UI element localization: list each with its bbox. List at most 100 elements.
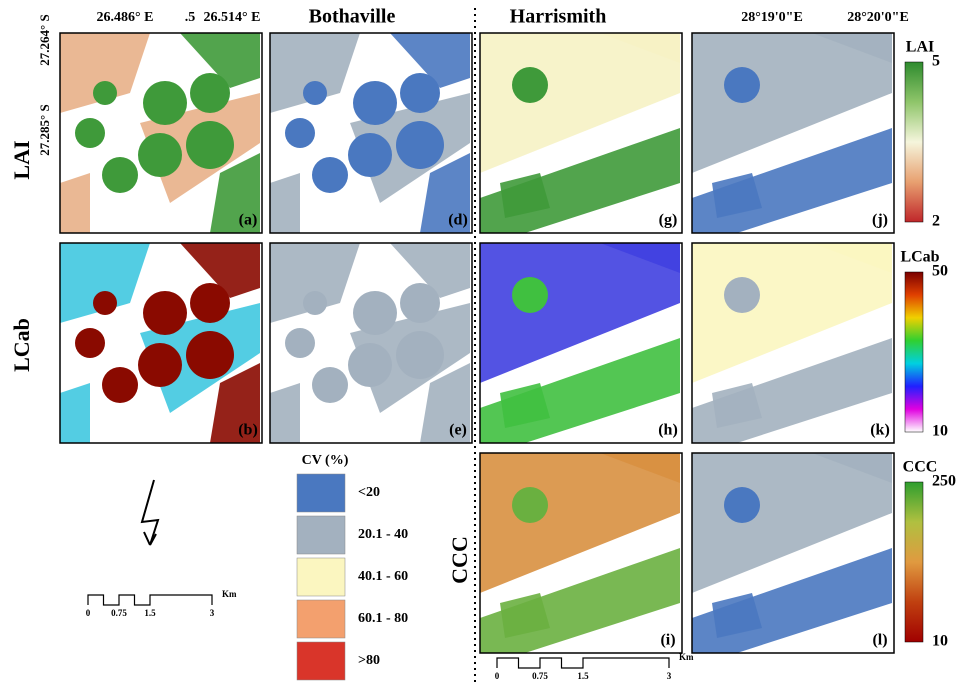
lon-label: 28°19'0"E bbox=[741, 10, 803, 25]
legend-swatch bbox=[297, 558, 345, 596]
map-panel: (l) bbox=[692, 453, 894, 653]
legend-swatch bbox=[297, 642, 345, 680]
pivot-field bbox=[143, 291, 187, 335]
panel-label: (e) bbox=[449, 422, 467, 439]
lon-label: 26.486° E bbox=[97, 10, 154, 25]
colorbar-max: 250 bbox=[932, 473, 956, 490]
panel-label: (i) bbox=[660, 632, 675, 649]
panel-label: (b) bbox=[238, 422, 258, 439]
site-label: Bothaville bbox=[309, 6, 396, 28]
colorbar-max: 5 bbox=[932, 53, 940, 70]
map-panel: (h) bbox=[480, 243, 682, 443]
panel-label: (g) bbox=[659, 212, 678, 229]
scale-tick-label: 1.5 bbox=[577, 671, 589, 681]
colorbar-min: 10 bbox=[932, 633, 948, 650]
pivot-field bbox=[285, 118, 315, 148]
legend-label: 20.1 - 40 bbox=[358, 527, 408, 542]
pivot-field bbox=[724, 67, 760, 103]
pivot-field bbox=[353, 291, 397, 335]
pivot-field bbox=[190, 73, 230, 113]
north-arrow bbox=[142, 480, 158, 545]
field bbox=[270, 383, 300, 443]
row-label: LCab bbox=[9, 318, 34, 372]
scale-unit: Km bbox=[222, 589, 237, 599]
legend-title: CV (%) bbox=[302, 453, 349, 468]
map-panel: (k) bbox=[692, 243, 894, 443]
pivot-field bbox=[143, 81, 187, 125]
legend-swatch bbox=[297, 600, 345, 638]
scale-tick-label: 0.75 bbox=[532, 671, 548, 681]
panel-label: (k) bbox=[870, 422, 890, 439]
pivot-field bbox=[190, 283, 230, 323]
pivot-field bbox=[138, 343, 182, 387]
pivot-field bbox=[348, 133, 392, 177]
colorbar-min: 2 bbox=[932, 213, 940, 230]
scale-tick-label: 3 bbox=[667, 671, 672, 681]
pivot-field bbox=[396, 121, 444, 169]
pivot-field bbox=[285, 328, 315, 358]
pivot-field bbox=[303, 81, 327, 105]
pivot-field bbox=[724, 487, 760, 523]
legend-label: <20 bbox=[358, 485, 380, 500]
map-panel: (j) bbox=[692, 33, 894, 233]
map-panel: (g) bbox=[480, 33, 682, 233]
colorbar-title: LAI bbox=[906, 39, 934, 56]
pivot-field bbox=[353, 81, 397, 125]
pivot-field bbox=[512, 67, 548, 103]
field bbox=[60, 383, 90, 443]
site-label: Harrismith bbox=[510, 6, 607, 28]
pivot-field bbox=[303, 291, 327, 315]
panel-label: (d) bbox=[448, 212, 468, 229]
pivot-field bbox=[102, 367, 138, 403]
pivot-field bbox=[724, 277, 760, 313]
legend-swatch bbox=[297, 474, 345, 512]
panel-label: (l) bbox=[872, 632, 887, 649]
map-panel: (d) bbox=[270, 33, 472, 233]
scale-bar: 00.751.53Km bbox=[495, 652, 694, 681]
scale-tick-label: 1.5 bbox=[144, 608, 156, 618]
map-panel: (a) bbox=[60, 33, 262, 233]
lon-label: .5 bbox=[185, 10, 196, 25]
lat-label: 27.285° S bbox=[37, 104, 52, 155]
lat-label: 27.264° S bbox=[37, 14, 52, 65]
colorbar-max: 50 bbox=[932, 263, 948, 280]
pivot-field bbox=[312, 367, 348, 403]
panel-label: (j) bbox=[872, 212, 888, 229]
figure: 26.486° E .5 26.514° E Bothaville Harris… bbox=[0, 0, 968, 682]
pivot-field bbox=[348, 343, 392, 387]
lon-label: 28°20'0"E bbox=[847, 10, 909, 25]
map-panel: (e) bbox=[270, 243, 472, 443]
scale-tick-label: 0 bbox=[495, 671, 500, 681]
pivot-field bbox=[186, 331, 234, 379]
pivot-field bbox=[396, 331, 444, 379]
pivot-field bbox=[93, 291, 117, 315]
colorbar-min: 10 bbox=[932, 423, 948, 440]
map-panel: (i) bbox=[480, 453, 682, 653]
panel-label: (h) bbox=[658, 422, 678, 439]
legend-label: 40.1 - 60 bbox=[358, 569, 408, 584]
pivot-field bbox=[400, 73, 440, 113]
legend-label: >80 bbox=[358, 653, 380, 668]
pivot-field bbox=[75, 118, 105, 148]
pivot-field bbox=[312, 157, 348, 193]
colorbar bbox=[905, 272, 923, 432]
pivot-field bbox=[400, 283, 440, 323]
row-label: CCC bbox=[447, 536, 472, 584]
scale-line bbox=[497, 658, 669, 668]
pivot-field bbox=[186, 121, 234, 169]
colorbar bbox=[905, 482, 923, 642]
pivot-field bbox=[512, 277, 548, 313]
legend-swatch bbox=[297, 516, 345, 554]
field bbox=[60, 173, 90, 233]
scale-tick-label: 0.75 bbox=[111, 608, 127, 618]
colorbar bbox=[905, 62, 923, 222]
pivot-field bbox=[138, 133, 182, 177]
scale-tick-label: 3 bbox=[210, 608, 215, 618]
legend-label: 60.1 - 80 bbox=[358, 611, 408, 626]
pivot-field bbox=[93, 81, 117, 105]
pivot-field bbox=[102, 157, 138, 193]
map-panel: (b) bbox=[60, 243, 262, 443]
pivot-field bbox=[75, 328, 105, 358]
panel-label: (a) bbox=[239, 212, 258, 229]
